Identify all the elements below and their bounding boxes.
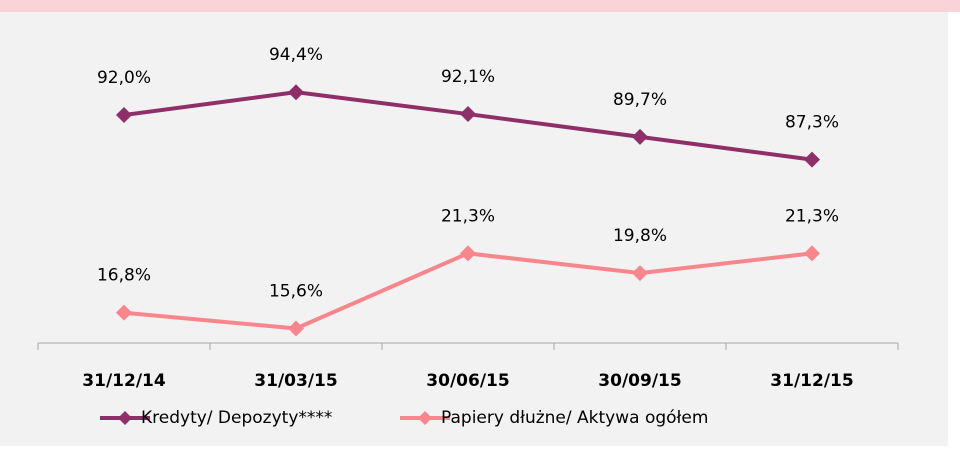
data-label: 89,7%	[613, 90, 667, 110]
data-label: 21,3%	[785, 206, 839, 226]
panel	[0, 0, 948, 446]
x-tick-label: 31/03/15	[254, 371, 337, 391]
x-tick-label: 30/06/15	[426, 371, 509, 391]
data-label: 92,1%	[441, 67, 495, 87]
legend-label: Papiery dłużne/ Aktywa ogółem	[441, 408, 708, 428]
data-label: 21,3%	[441, 206, 495, 226]
data-label: 94,4%	[269, 45, 323, 65]
data-label: 19,8%	[613, 226, 667, 246]
point-marker	[632, 128, 648, 145]
x-tick-label: 30/09/15	[598, 371, 681, 391]
point-marker	[116, 107, 132, 123]
point-marker	[288, 84, 304, 101]
data-label: 16,8%	[97, 266, 151, 286]
point-marker	[460, 106, 476, 123]
legend-label: Kredyty/ Depozyty****	[141, 408, 332, 428]
top-band	[0, 0, 960, 12]
x-tick-label: 31/12/14	[82, 371, 166, 391]
point-marker	[116, 304, 132, 321]
data-label: 92,0%	[97, 68, 151, 88]
data-label: 15,6%	[269, 281, 323, 301]
point-marker	[804, 245, 820, 262]
data-label: 87,3%	[785, 113, 839, 133]
point-marker	[804, 151, 820, 168]
point-marker	[288, 320, 304, 337]
point-marker	[460, 245, 476, 262]
legend-marker	[418, 411, 432, 425]
x-tick-label: 31/12/15	[770, 371, 853, 391]
legend-marker	[118, 411, 132, 425]
point-marker	[632, 265, 648, 282]
